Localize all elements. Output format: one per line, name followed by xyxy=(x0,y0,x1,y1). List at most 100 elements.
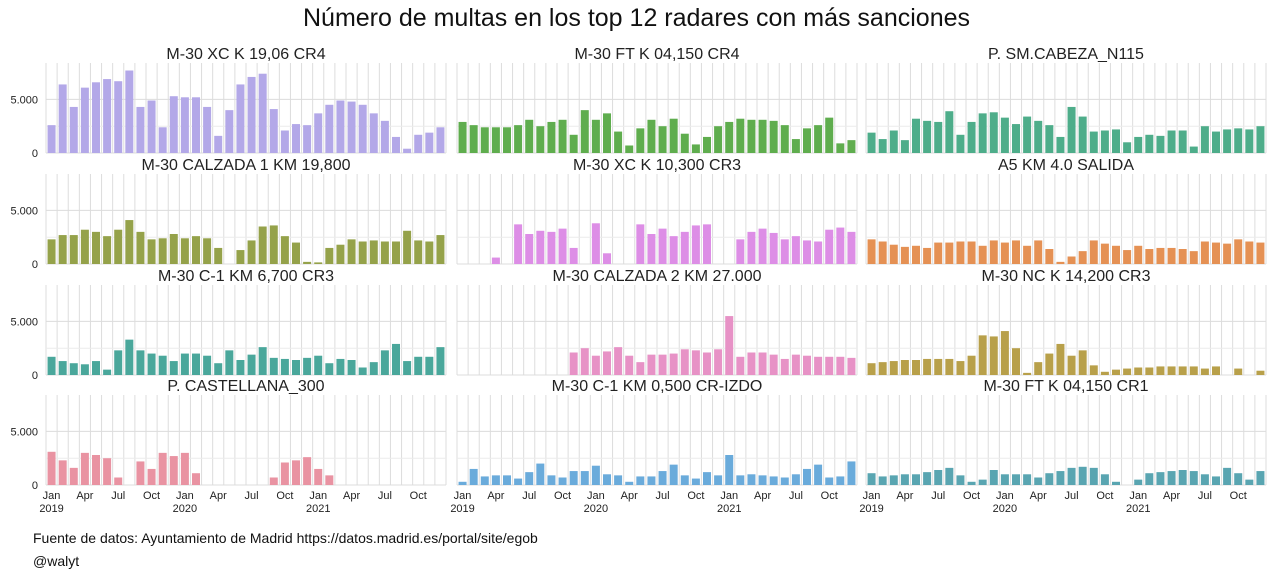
panel-title: M-30 XC K 10,300 CR3 xyxy=(573,157,741,174)
panel-title: M-30 C-1 KM 0,500 CR-IZDO xyxy=(552,378,763,395)
bar xyxy=(758,119,767,153)
bar xyxy=(978,479,987,485)
bar xyxy=(1056,471,1065,485)
bar xyxy=(358,104,367,153)
bar xyxy=(325,104,334,153)
bar xyxy=(625,145,634,153)
bar xyxy=(636,476,645,485)
bar xyxy=(636,224,645,264)
bar xyxy=(380,350,389,375)
bar xyxy=(945,111,954,153)
bar xyxy=(414,240,423,264)
bar xyxy=(791,139,800,153)
bar xyxy=(614,475,623,485)
source-caption: Fuente de datos: Ayuntamiento de Madrid … xyxy=(33,530,538,546)
bar xyxy=(912,474,920,485)
bar xyxy=(889,361,898,375)
bar xyxy=(436,127,445,153)
bar xyxy=(878,476,887,485)
bar xyxy=(1256,370,1265,375)
bar xyxy=(847,461,856,485)
bar xyxy=(569,134,578,153)
bar xyxy=(647,354,656,375)
bar xyxy=(900,140,909,153)
bar xyxy=(1134,367,1143,375)
bar xyxy=(956,475,965,485)
bar xyxy=(658,228,667,264)
bar xyxy=(392,136,400,153)
bar xyxy=(114,477,123,485)
bar xyxy=(978,245,987,264)
bar xyxy=(680,475,689,485)
bar xyxy=(480,476,489,485)
bar xyxy=(814,464,823,485)
x-tick-label: Apr xyxy=(754,490,771,502)
bar xyxy=(269,225,278,264)
bar xyxy=(58,84,67,153)
bar xyxy=(603,351,611,375)
bar xyxy=(658,471,667,485)
bar xyxy=(825,117,834,153)
bar xyxy=(114,229,123,264)
bar xyxy=(403,361,412,375)
bar xyxy=(1100,371,1109,375)
bar xyxy=(1200,474,1209,485)
bar xyxy=(1156,247,1165,264)
bar xyxy=(825,356,834,375)
bar xyxy=(1112,129,1120,153)
bar xyxy=(1100,474,1109,485)
bar xyxy=(1223,467,1232,485)
bar xyxy=(900,474,909,485)
bar xyxy=(1145,367,1154,375)
bar xyxy=(525,472,534,485)
x-tick-label: Jul xyxy=(789,490,803,502)
bar xyxy=(469,125,478,153)
bar xyxy=(714,349,723,375)
bar xyxy=(889,475,898,485)
bar xyxy=(945,467,954,485)
bar xyxy=(1256,126,1265,153)
bar xyxy=(125,70,134,153)
bar xyxy=(69,106,78,153)
bar xyxy=(58,235,67,264)
bar xyxy=(1256,242,1265,264)
bar xyxy=(547,231,556,264)
bar xyxy=(680,349,689,375)
bar xyxy=(1012,240,1020,264)
x-tick-label: Apr xyxy=(343,490,360,502)
panel-title: M-30 XC K 19,06 CR4 xyxy=(166,46,325,63)
bar xyxy=(558,119,567,153)
bar xyxy=(325,475,334,485)
bar xyxy=(169,234,178,264)
bar xyxy=(325,247,334,264)
bar xyxy=(203,106,212,153)
bar xyxy=(525,234,534,264)
bar xyxy=(525,119,534,153)
x-tick-year-label: 2019 xyxy=(859,503,883,515)
panel-title: A5 KM 4.0 SALIDA xyxy=(998,157,1134,174)
x-tick-year-label: 2020 xyxy=(173,503,197,515)
bar xyxy=(691,144,700,153)
bar xyxy=(967,355,976,375)
bar xyxy=(1067,106,1076,153)
bar xyxy=(280,236,289,264)
bar xyxy=(867,473,876,485)
bar xyxy=(1123,368,1132,375)
bar xyxy=(900,246,909,264)
bar xyxy=(114,81,123,153)
bar xyxy=(203,238,212,264)
bar xyxy=(80,229,89,264)
bar xyxy=(1056,343,1065,375)
bar xyxy=(889,244,898,264)
bar xyxy=(814,125,823,153)
bar xyxy=(580,110,589,153)
x-tick-label: Oct xyxy=(1230,490,1247,502)
bar xyxy=(258,73,267,153)
bar xyxy=(1000,117,1009,153)
bar xyxy=(791,354,800,375)
bar xyxy=(1078,350,1087,375)
bar xyxy=(303,125,312,153)
bar xyxy=(547,121,556,153)
